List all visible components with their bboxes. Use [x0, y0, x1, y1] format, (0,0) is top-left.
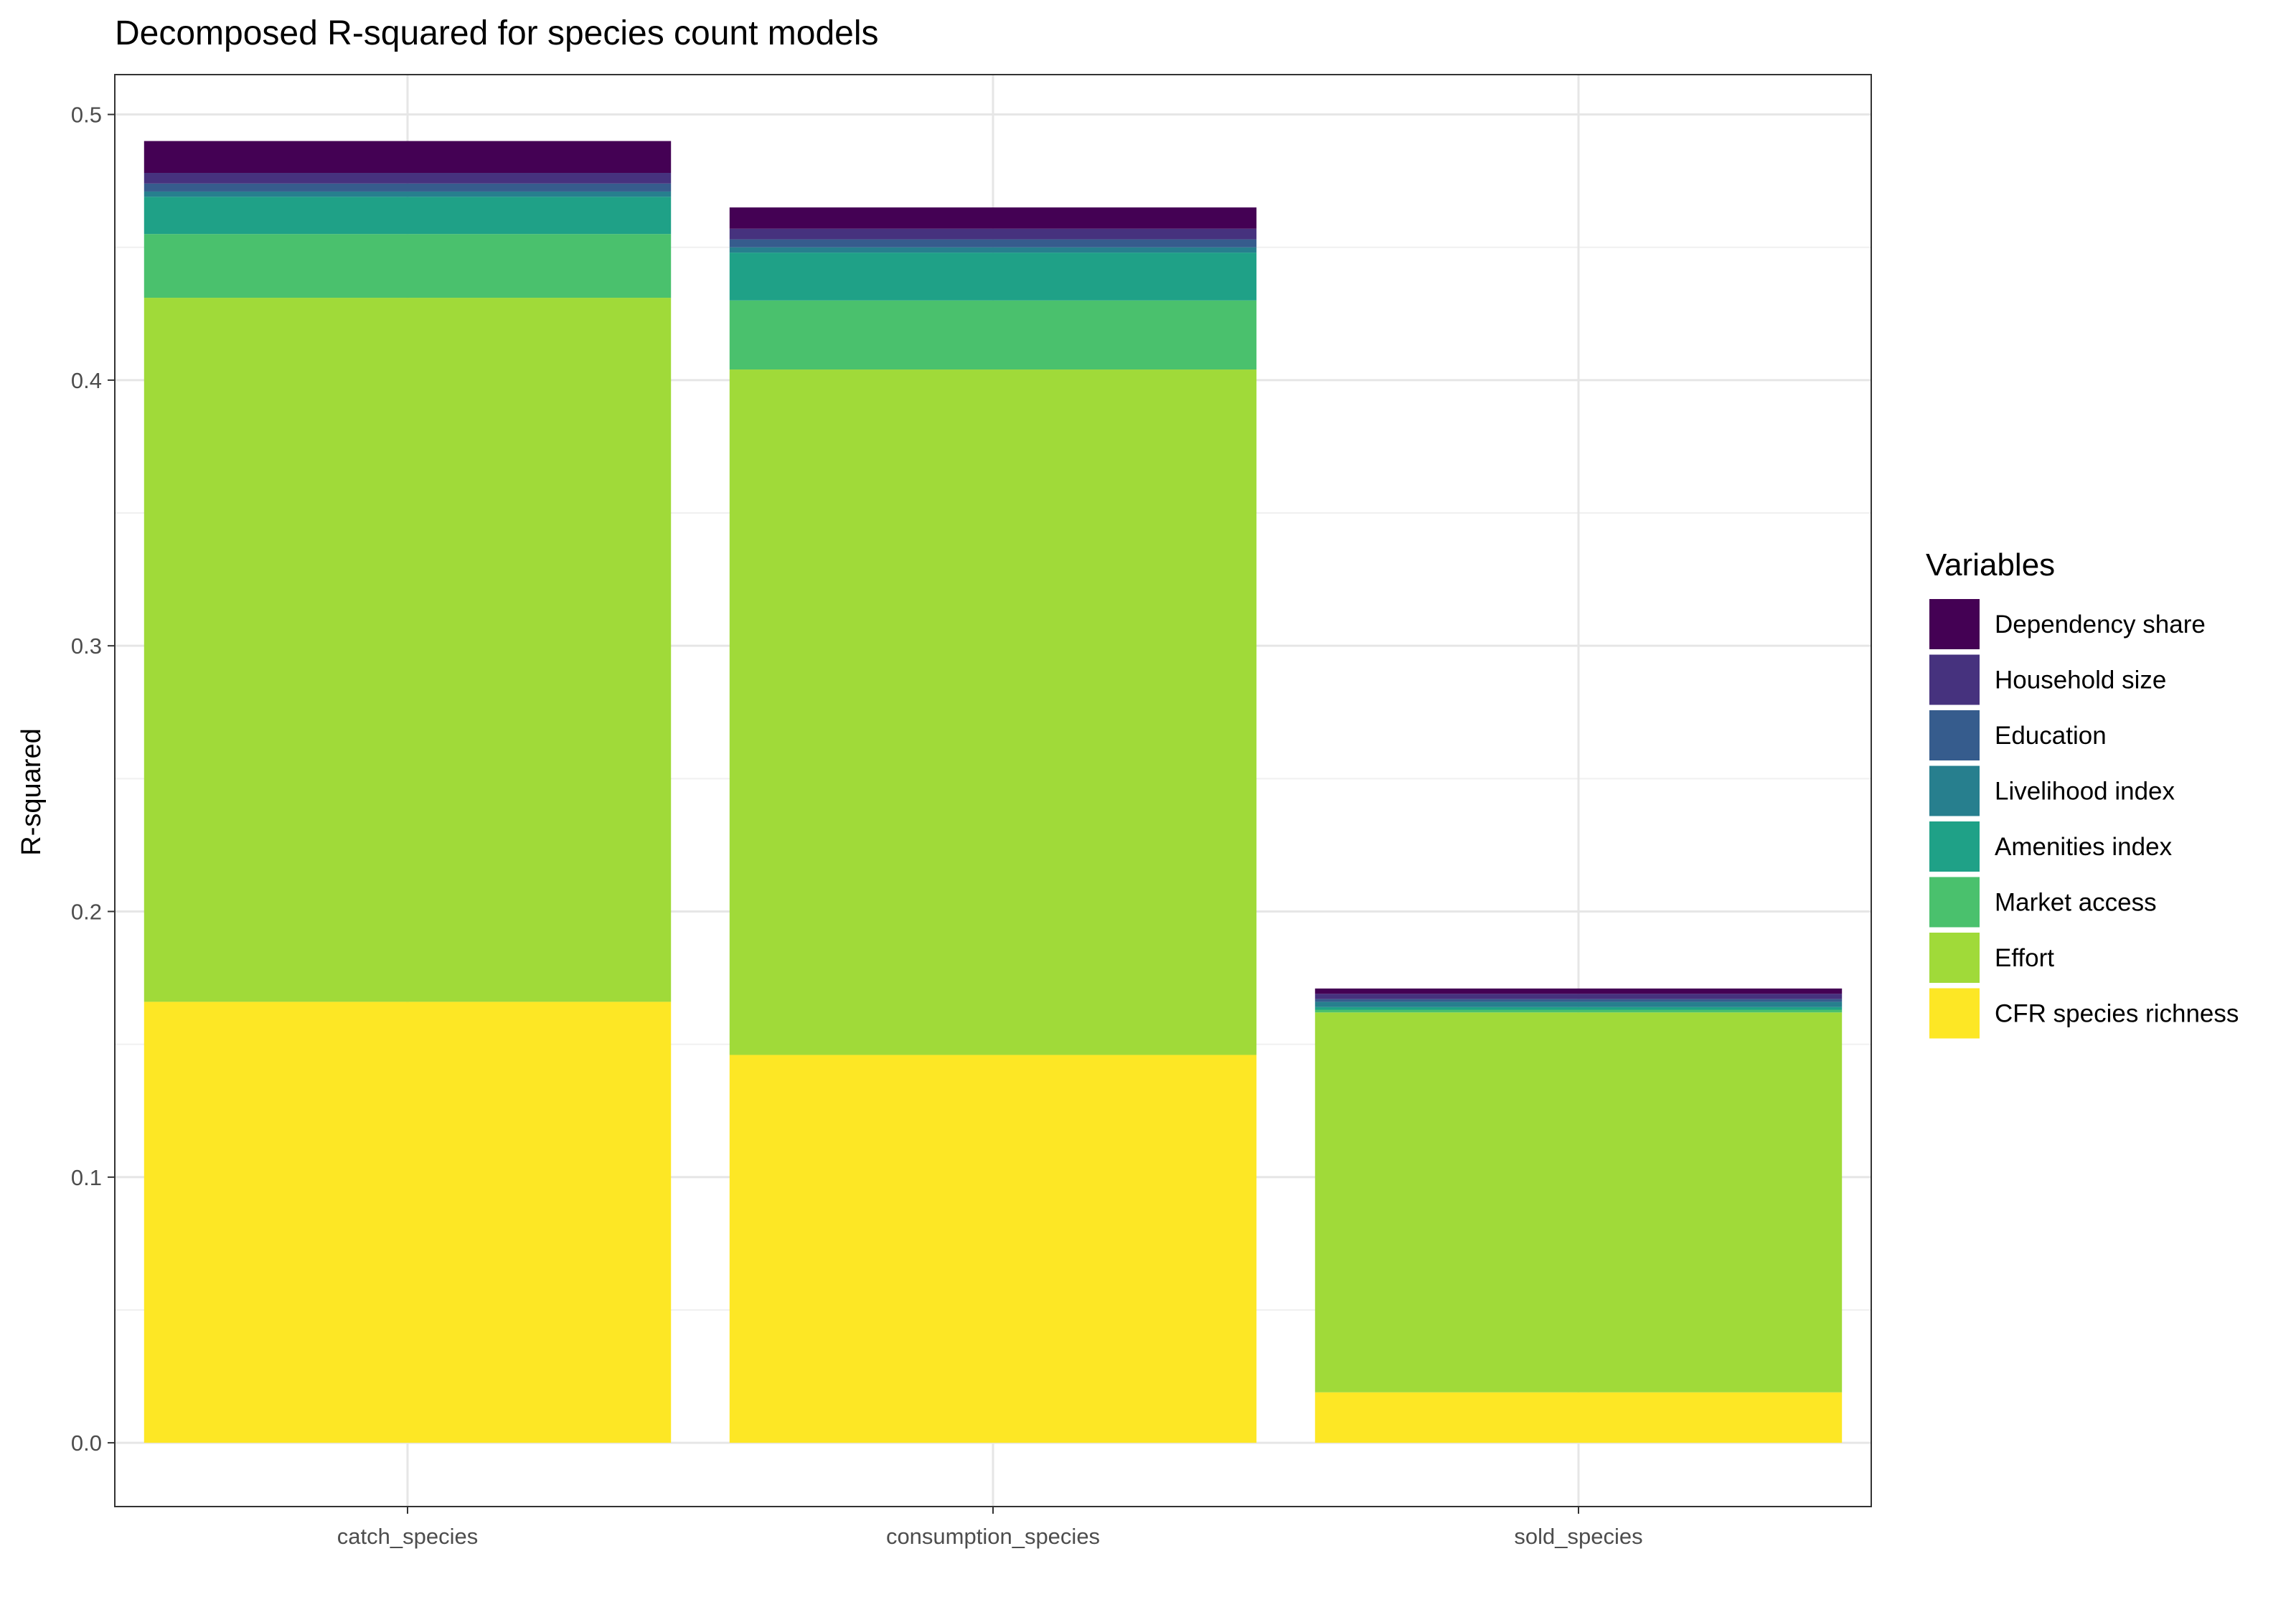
bar-segment — [1314, 1002, 1843, 1007]
bar-segment — [729, 239, 1257, 248]
legend-swatch — [1928, 986, 1981, 1040]
x-tick-label: catch_species — [337, 1524, 478, 1549]
legend-swatch — [1928, 598, 1981, 651]
y-tick-label: 0.3 — [71, 633, 102, 659]
bar-segment — [1314, 999, 1843, 1002]
legend-label: CFR species richness — [1995, 1000, 2239, 1028]
legend-label: Dependency share — [1995, 611, 2206, 638]
bar-segment — [729, 228, 1257, 240]
bar-segment — [729, 247, 1257, 253]
bar-segment — [1314, 1007, 1843, 1010]
legend: Variables Dependency share Household size… — [1926, 547, 2239, 1040]
bar-segment — [729, 207, 1257, 229]
legend-label: Amenities index — [1995, 833, 2173, 861]
legend-swatch — [1928, 931, 1981, 984]
legend-label: Livelihood index — [1995, 778, 2175, 806]
x-tick-label: sold_species — [1514, 1524, 1642, 1549]
legend-label: Education — [1995, 722, 2107, 750]
bar-segment — [144, 1002, 672, 1443]
bar-segment — [1314, 1392, 1843, 1443]
bar-segment — [729, 369, 1257, 1055]
y-axis-title: R-squared — [17, 728, 47, 855]
bar-segment — [144, 191, 672, 197]
legend-swatch — [1928, 709, 1981, 762]
bar-segment — [729, 1055, 1257, 1443]
chart-title: Decomposed R-squared for species count m… — [115, 14, 879, 52]
bar-segment — [1314, 1009, 1843, 1013]
bar-segment — [144, 183, 672, 192]
legend-label: Household size — [1995, 666, 2166, 694]
legend-label: Market access — [1995, 889, 2157, 917]
bar-segment — [144, 141, 672, 174]
y-tick-label: 0.2 — [71, 899, 102, 924]
legend-swatch — [1928, 820, 1981, 873]
legend-swatch — [1928, 764, 1981, 818]
y-tick-label: 0.0 — [71, 1431, 102, 1456]
x-tick-label: consumption_species — [886, 1524, 1100, 1549]
y-tick-label: 0.4 — [71, 368, 102, 393]
bar-segment — [729, 253, 1257, 301]
bar-segment — [1314, 988, 1843, 994]
bar-segment — [144, 173, 672, 184]
legend-title: Variables — [1926, 547, 2055, 583]
y-tick-label: 0.1 — [71, 1165, 102, 1190]
axes: 0.0 0.1 0.2 0.3 0.4 0.5 catch_species consumpti… — [71, 103, 1643, 1549]
bars — [144, 141, 1843, 1443]
bar-segment — [1314, 994, 1843, 999]
legend-swatch — [1928, 875, 1981, 929]
legend-label: Effort — [1995, 944, 2054, 972]
legend-swatch — [1928, 653, 1981, 707]
bar-segment — [729, 300, 1257, 370]
bar-segment — [1314, 1012, 1843, 1392]
bar-segment — [144, 298, 672, 1002]
y-tick-label: 0.5 — [71, 103, 102, 128]
bar-segment — [144, 234, 672, 298]
bar-segment — [144, 197, 672, 235]
